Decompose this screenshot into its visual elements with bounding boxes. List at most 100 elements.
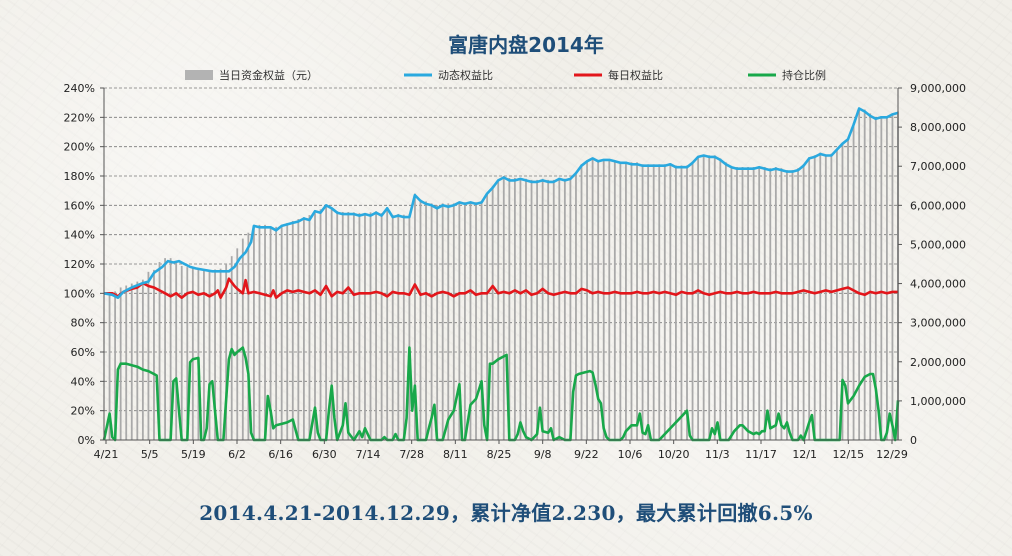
y-left-tick-label: 240% (64, 82, 95, 95)
equity-bar (541, 178, 544, 440)
equity-bar (458, 201, 461, 440)
chart-title: 富唐内盘2014年 (448, 33, 604, 57)
equity-bar (247, 232, 250, 440)
equity-bar (697, 156, 700, 440)
equity-bar (219, 268, 222, 440)
equity-bar (280, 224, 283, 440)
x-tick-label: 9/22 (574, 448, 599, 461)
equity-bar (208, 269, 211, 440)
y-left-tick-label: 120% (64, 258, 95, 271)
equity-bar (736, 167, 738, 440)
y-left-tick-label: 20% (71, 405, 95, 418)
y-right-ticks: 0 1,000,000 2,000,000 3,000,000 4,000,000 5,0… (898, 82, 966, 447)
equity-bar (824, 154, 827, 440)
x-tick-label: 5/5 (141, 448, 159, 461)
equity-bar (391, 215, 394, 440)
y-left-tick-label: 100% (64, 287, 95, 300)
equity-bar (286, 222, 289, 440)
equity-bar (297, 219, 300, 440)
equity-bar (874, 117, 877, 440)
x-tick-label: 7/14 (356, 448, 381, 461)
equity-bar (663, 164, 666, 440)
series-dynamic-ratio (103, 107, 899, 299)
equity-bar (608, 159, 611, 440)
equity-bar (447, 203, 450, 440)
equity-bar (863, 109, 866, 440)
equity-bar (402, 214, 405, 440)
x-tick-label: 10/6 (618, 448, 643, 461)
equity-bar (741, 167, 744, 440)
equity-bar (169, 258, 172, 440)
y-left-tick-label: 220% (64, 111, 95, 124)
equity-bar (702, 154, 705, 440)
series-position-ratio (102, 346, 900, 442)
x-ticks: 4/21 5/5 5/19 6/2 6/16 6/30 7/14 7/28 8/11 8/25 9/… (94, 440, 908, 461)
chart-caption: 2014.4.21-2014.12.29，累计净值2.230，最大累计回撤6.5… (199, 501, 813, 525)
equity-bar (241, 238, 244, 440)
equity-bar (436, 205, 439, 440)
equity-bar (602, 159, 605, 440)
equity-bar (713, 155, 716, 440)
equity-bar (186, 267, 189, 440)
equity-bar (586, 160, 588, 440)
y-right-tick-label: 0 (910, 434, 917, 447)
equity-bar (258, 224, 261, 440)
x-tick-label: 6/30 (312, 448, 337, 461)
y-right-tick-label: 9,000,000 (910, 82, 966, 95)
y-left-tick-label: 200% (64, 141, 95, 154)
equity-bar (885, 116, 888, 440)
equity-bar (330, 207, 333, 440)
equity-bar (819, 152, 822, 441)
x-tick-label: 10/20 (658, 448, 690, 461)
equity-bar (808, 157, 811, 440)
equity-bar (419, 199, 422, 440)
equity-bar (869, 113, 872, 440)
legend-label-dynamic: 动态权益比 (438, 68, 493, 82)
equity-bar (114, 291, 117, 440)
x-tick-label: 9/8 (534, 448, 552, 461)
equity-bar (802, 164, 805, 440)
equity-bar (563, 178, 566, 440)
series-lines (102, 107, 900, 442)
equity-bar (502, 176, 505, 440)
equity-bar (686, 165, 688, 440)
legend-swatch-bars (185, 70, 213, 80)
equity-bar (358, 213, 361, 440)
y-right-tick-label: 6,000,000 (910, 199, 966, 212)
equity-bar (724, 162, 727, 441)
equity-bar (452, 203, 455, 440)
equity-bar (547, 179, 550, 440)
x-tick-label: 12/15 (832, 448, 864, 461)
equity-bar (880, 116, 883, 440)
equity-bar (575, 172, 577, 441)
equity-bar (108, 295, 111, 440)
equity-bar (536, 179, 538, 440)
equity-bar (525, 178, 527, 440)
equity-bar (569, 177, 572, 440)
equity-bar (630, 162, 633, 441)
equity-bar (308, 215, 311, 440)
equity-bar (491, 185, 494, 440)
equity-bar (813, 155, 816, 440)
equity-bar (214, 269, 216, 440)
legend-label-daily: 每日权益比 (608, 68, 663, 82)
equity-bar (613, 160, 616, 440)
equity-bar (675, 165, 677, 440)
equity-bar (347, 211, 350, 440)
x-tick-label: 4/21 (94, 448, 119, 461)
y-left-tick-label: 0% (78, 434, 95, 447)
x-tick-label: 8/25 (487, 448, 512, 461)
equity-bar (597, 160, 600, 440)
x-tick-label: 12/1 (792, 448, 817, 461)
equity-bar (836, 148, 838, 440)
equity-bar (486, 193, 489, 440)
equity-bar (414, 193, 416, 440)
equity-bar (658, 164, 661, 440)
equity-bar (147, 271, 150, 440)
equity-bar (441, 203, 444, 440)
y-right-tick-label: 7,000,000 (910, 160, 966, 173)
y-left-tick-label: 160% (64, 199, 95, 212)
equity-bar (397, 213, 400, 440)
equity-bar (141, 279, 144, 440)
